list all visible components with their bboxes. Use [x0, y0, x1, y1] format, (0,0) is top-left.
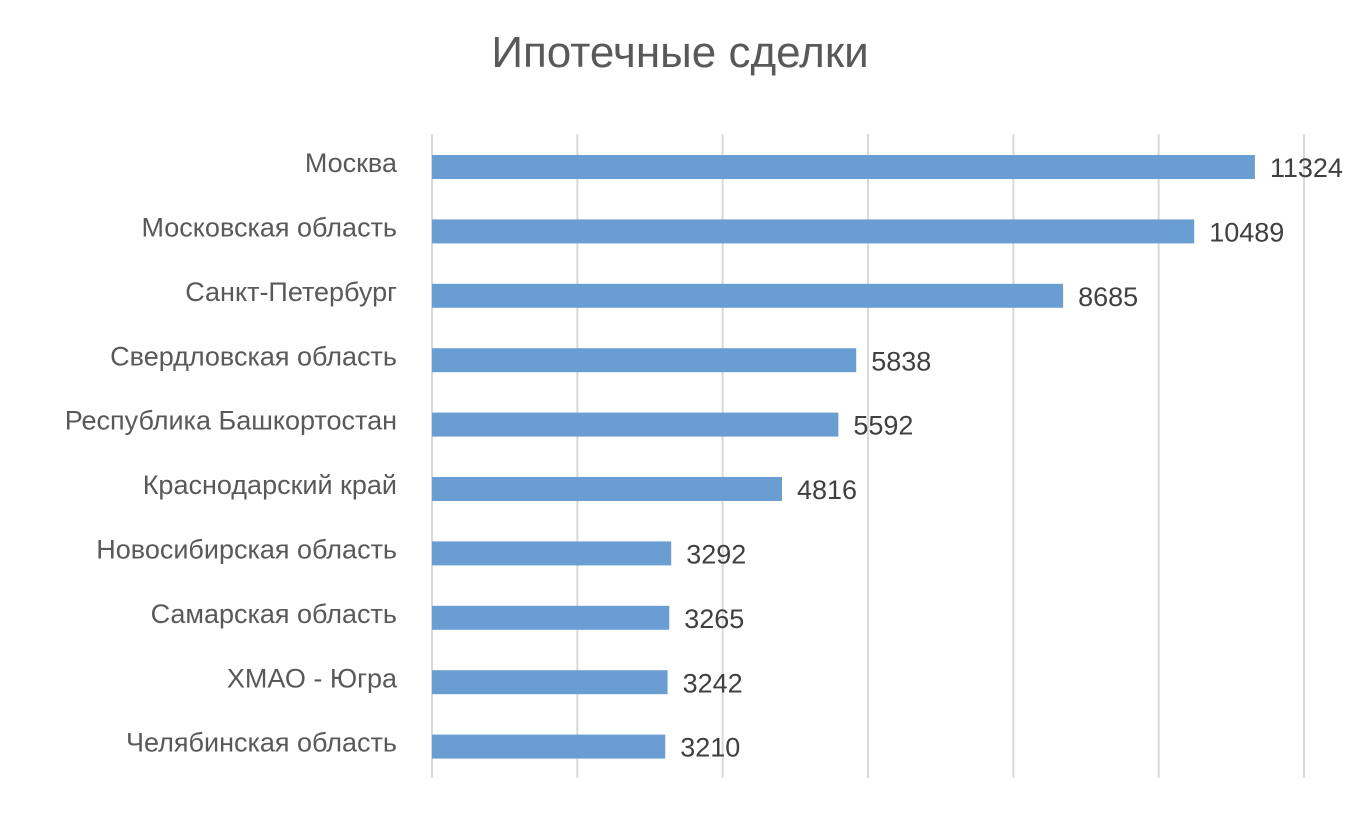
data-label: 4816 — [797, 475, 857, 505]
bar — [432, 283, 1064, 308]
category-label: Санкт-Петербург — [185, 277, 397, 307]
bar — [432, 734, 666, 759]
bar — [432, 155, 1255, 179]
bar — [432, 412, 839, 437]
chart-title: Ипотечные сделки — [491, 28, 869, 77]
bar — [432, 605, 670, 630]
bar — [432, 477, 782, 501]
category-label: Республика Башкортостан — [65, 406, 397, 436]
bar — [432, 348, 857, 373]
category-label: Краснодарский край — [143, 470, 397, 500]
bar — [432, 541, 672, 566]
category-label: Новосибирская область — [96, 535, 397, 565]
category-label: Свердловская область — [110, 341, 397, 371]
data-label: 5838 — [871, 346, 931, 376]
category-label: Московская область — [142, 213, 398, 243]
data-label: 10489 — [1209, 218, 1284, 248]
bars — [432, 155, 1255, 759]
category-labels: Москва Московская область Санкт-Петербург С… — [65, 148, 398, 758]
category-label: Самарская область — [151, 599, 397, 629]
category-label: ХМАО - Югра — [227, 663, 398, 693]
category-label: Москва — [305, 148, 398, 178]
data-label: 3265 — [684, 604, 744, 634]
data-label: 3242 — [683, 668, 743, 698]
data-labels: 11324 10489 8685 5838 5592 4816 3292 3265 3242 32… — [680, 153, 1343, 763]
data-label: 3292 — [686, 540, 746, 570]
data-label: 8685 — [1078, 282, 1138, 312]
bar — [432, 219, 1195, 244]
data-label: 3210 — [680, 733, 740, 763]
data-label: 5592 — [853, 411, 913, 441]
category-label: Челябинская область — [126, 728, 397, 758]
bar — [432, 670, 668, 695]
data-label: 11324 — [1270, 153, 1343, 183]
